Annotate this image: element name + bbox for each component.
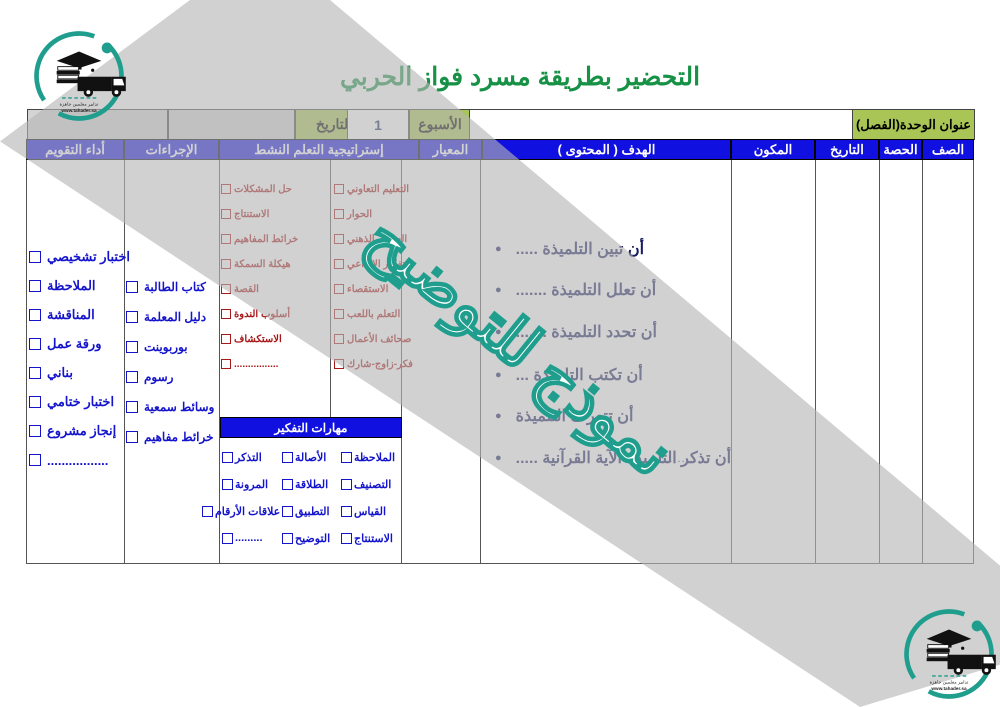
svg-text:تدابير معلمين جاهزة: تدابير معلمين جاهزة [930, 680, 969, 686]
svg-text:www.tahader.sa: www.tahader.sa [930, 686, 967, 691]
svg-text:www.tahader.sa: www.tahader.sa [60, 108, 97, 113]
svg-text:تدابير معلمين جاهزة: تدابير معلمين جاهزة [60, 102, 99, 108]
